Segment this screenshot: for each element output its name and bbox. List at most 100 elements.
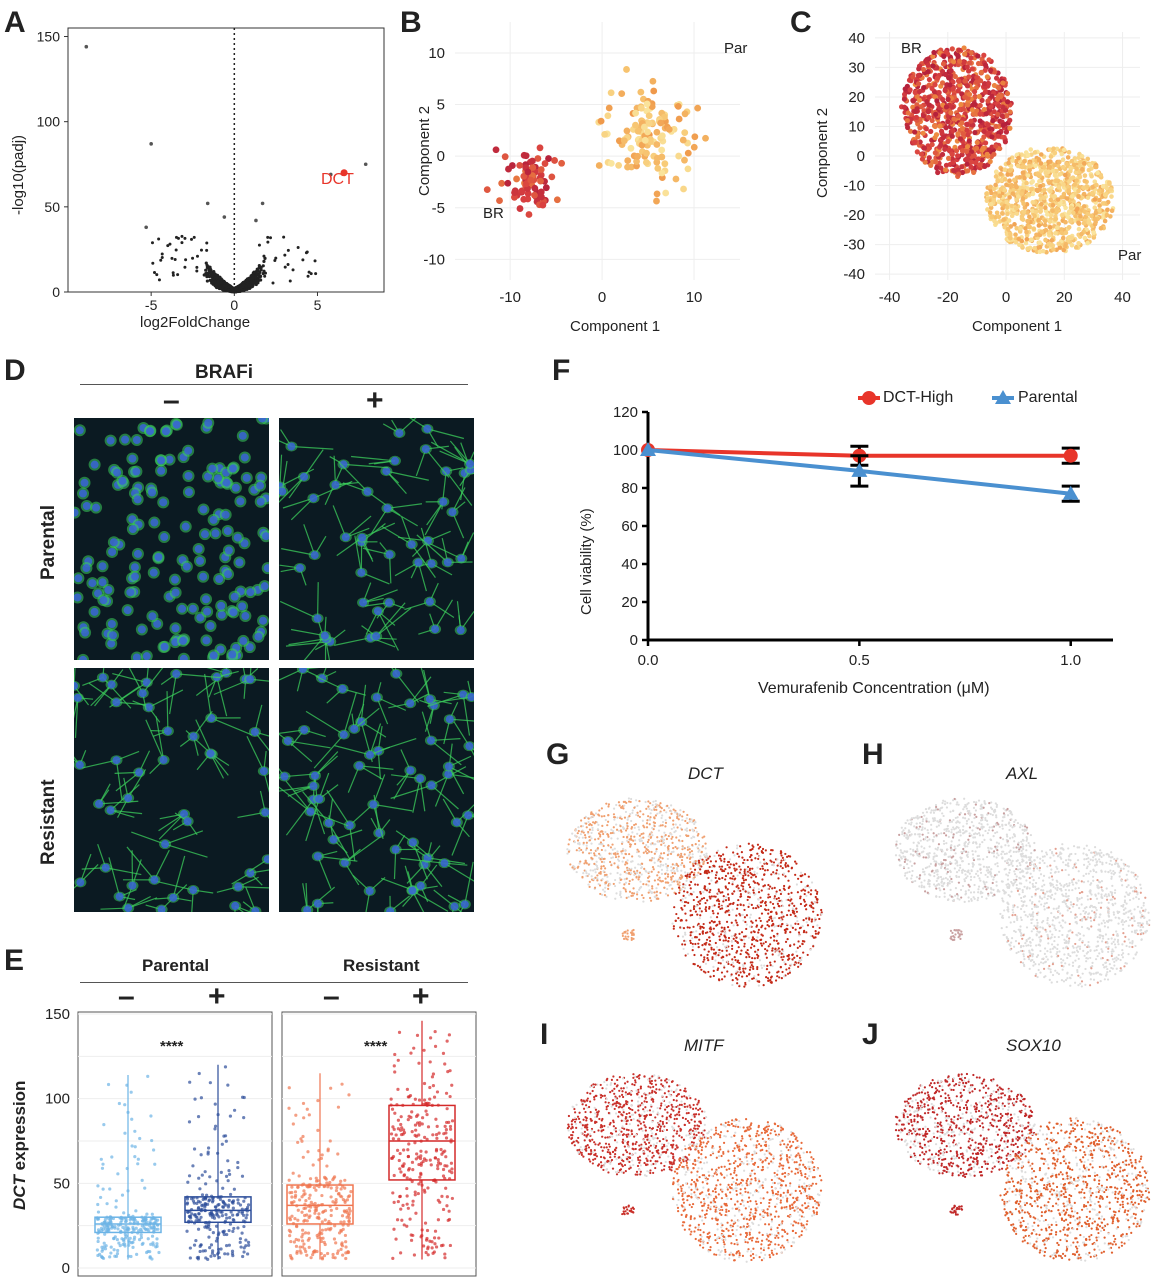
tsne-c-point-br xyxy=(960,106,967,112)
cell-nucleus xyxy=(416,881,425,890)
tsne-c-point-par xyxy=(1029,186,1034,192)
tsne-c-point-br xyxy=(945,138,951,144)
tsne-c-point-par xyxy=(1047,147,1053,152)
pca-b-point-par xyxy=(607,89,615,97)
tsne-c-point-br xyxy=(1007,117,1013,123)
cell-process xyxy=(434,773,449,807)
tsne-c-point-br xyxy=(934,98,940,104)
cell-nucleus xyxy=(182,562,191,571)
pca-b-point-br xyxy=(529,164,537,171)
tsne-c-point-par xyxy=(1043,205,1048,211)
tsne-c-point-br xyxy=(1005,99,1011,105)
box-group-parental: Parental xyxy=(142,956,210,975)
cell-process xyxy=(321,668,327,679)
tsne-c-point-par xyxy=(1025,173,1031,178)
cell-process xyxy=(305,798,320,842)
pca-b-point-par xyxy=(661,160,669,168)
cell-nucleus xyxy=(204,418,213,427)
cell-nucleus xyxy=(300,472,309,481)
tsne-c-point-br xyxy=(964,121,970,127)
cell-process xyxy=(279,786,311,813)
tsne-c-point-par xyxy=(1038,193,1043,198)
cell-nucleus xyxy=(128,525,137,534)
volcano-xlabel: log2FoldChange xyxy=(140,314,250,331)
tsne-c-point-br xyxy=(901,96,908,102)
volcano-point xyxy=(195,254,199,258)
cell-process xyxy=(291,445,334,450)
tsne-c-point-par xyxy=(1030,199,1036,205)
tsne-c-point-par xyxy=(1060,164,1066,170)
tsne-c-point-par xyxy=(1023,240,1029,246)
cell-nucleus xyxy=(303,906,312,912)
tsne-c-point-br xyxy=(914,149,920,155)
cell-nucleus xyxy=(310,771,319,780)
volcano-point xyxy=(159,258,163,262)
volcano-point xyxy=(205,248,209,252)
cell-nucleus xyxy=(123,606,132,615)
tsne-c-point-br xyxy=(972,129,978,136)
tsne-c-point-par xyxy=(1081,220,1087,226)
pca-b-point-br xyxy=(511,189,518,196)
tsne-c-point-br xyxy=(989,93,995,99)
cell-nucleus xyxy=(465,742,474,751)
tsne-c-point-br xyxy=(1004,90,1011,97)
tsne-c-point-par xyxy=(1007,236,1013,241)
tsne-c-point-par xyxy=(1042,222,1048,228)
cell-nucleus xyxy=(263,855,269,864)
cell-nucleus xyxy=(300,725,309,734)
tsne-c-point-par xyxy=(1007,231,1013,237)
tsne-c-point-par xyxy=(1068,205,1074,211)
tsne-c-point-par xyxy=(1038,152,1044,157)
cell-process xyxy=(430,441,471,465)
cell-process xyxy=(419,778,426,812)
tsne-c-point-par xyxy=(1021,201,1026,206)
box-res-minus: – xyxy=(323,980,340,1013)
volcano-point xyxy=(286,248,290,252)
tsne-c-point-par xyxy=(1090,190,1095,196)
tsne-c-ylabel: Component 2 xyxy=(814,107,831,198)
tsne-c-point-br xyxy=(929,141,935,148)
tsne-c-point-br xyxy=(989,134,995,140)
cell-nucleus xyxy=(82,501,91,510)
tsne-c-point-par xyxy=(1044,212,1050,217)
tsne-c-point-br xyxy=(951,116,957,122)
tsne-c-point-par xyxy=(1047,225,1053,230)
cell-nucleus xyxy=(357,568,366,577)
tsne-c-point-par xyxy=(1024,180,1029,186)
cell-nucleus xyxy=(365,887,374,896)
tsne-c-point-par xyxy=(1017,175,1023,180)
volcano-point xyxy=(222,284,227,288)
tsne-c-point-br xyxy=(961,59,967,66)
volcano-point xyxy=(301,258,305,262)
tsne-c-point-par xyxy=(1036,217,1041,223)
cell-process xyxy=(108,857,121,897)
cell-process xyxy=(126,846,155,881)
volcano-point xyxy=(227,285,231,289)
pca-b-point-br xyxy=(527,176,535,184)
volcano-point xyxy=(151,261,155,265)
tsne-c-point-br xyxy=(973,145,980,151)
tsne-c-point-br xyxy=(993,75,1000,81)
tsne-c-point-par xyxy=(1048,159,1053,164)
volcano-point xyxy=(288,279,292,283)
tsne-c-point-par xyxy=(1033,163,1038,169)
tsne-c-point-par xyxy=(1048,154,1054,159)
tsne-c-point-br xyxy=(911,139,918,145)
pca-b-xtick-label: -10 xyxy=(499,289,521,306)
volcano-point xyxy=(195,269,199,273)
cell-nucleus xyxy=(231,901,240,910)
cell-nucleus xyxy=(118,476,127,485)
tsne-c-point-par xyxy=(1102,192,1108,198)
box-point xyxy=(114,1205,118,1209)
tsne-c-point-br xyxy=(968,118,974,124)
tsne-c-point-br xyxy=(1002,139,1008,145)
tsne-c-point-par xyxy=(1097,207,1102,213)
cell-process xyxy=(105,867,142,876)
cell-nucleus xyxy=(101,863,110,872)
cell-process xyxy=(420,668,431,700)
tsne-c-point-par xyxy=(1007,168,1013,174)
cell-nucleus xyxy=(113,468,122,477)
tsne-c-point-par xyxy=(1050,208,1055,214)
cell-nucleus xyxy=(104,585,113,594)
volcano-point xyxy=(183,265,187,269)
